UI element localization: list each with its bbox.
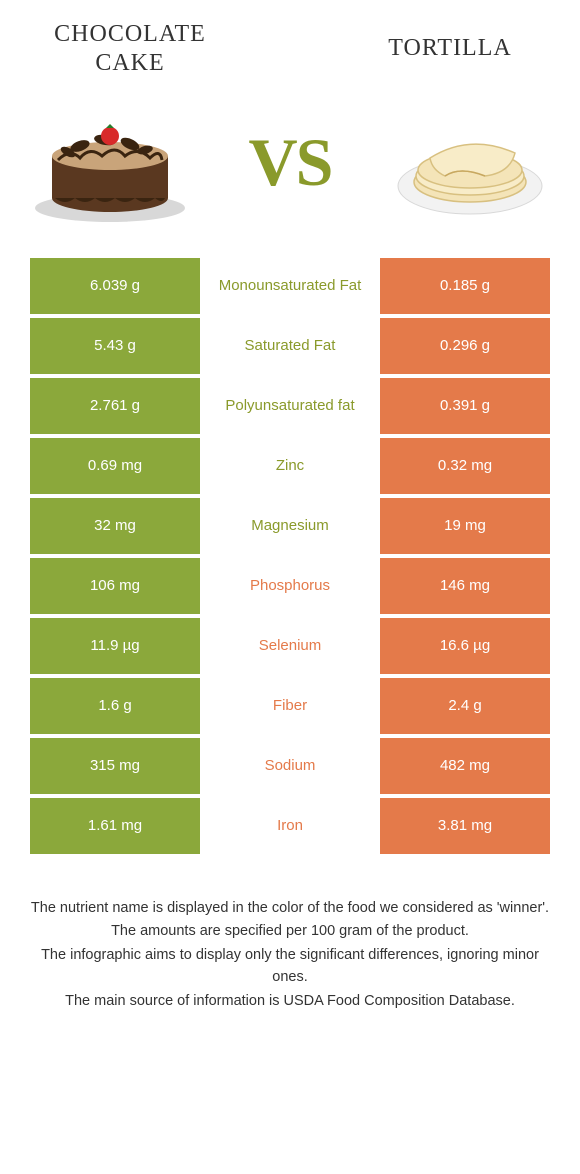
nutrient-table: 6.039 gMonounsaturated Fat0.185 g5.43 gS… bbox=[0, 258, 580, 858]
nutrient-row: 106 mgPhosphorus146 mg bbox=[30, 558, 550, 614]
right-value: 0.391 g bbox=[380, 378, 550, 434]
nutrient-name: Saturated Fat bbox=[200, 318, 380, 374]
footer-line: The infographic aims to display only the… bbox=[30, 945, 550, 989]
nutrient-row: 1.6 gFiber2.4 g bbox=[30, 678, 550, 734]
left-value: 1.61 mg bbox=[30, 798, 200, 854]
nutrient-name: Zinc bbox=[200, 438, 380, 494]
right-value: 2.4 g bbox=[380, 678, 550, 734]
nutrient-name: Iron bbox=[200, 798, 380, 854]
nutrient-name: Selenium bbox=[200, 618, 380, 674]
right-value: 19 mg bbox=[380, 498, 550, 554]
images-row: VS bbox=[0, 88, 580, 258]
right-value: 16.6 µg bbox=[380, 618, 550, 674]
left-value: 32 mg bbox=[30, 498, 200, 554]
right-food-title: Tortilla bbox=[350, 34, 550, 63]
chocolate-cake-icon bbox=[30, 98, 190, 228]
right-value: 482 mg bbox=[380, 738, 550, 794]
vs-label: VS bbox=[249, 123, 332, 202]
nutrient-row: 1.61 mgIron3.81 mg bbox=[30, 798, 550, 854]
nutrient-row: 5.43 gSaturated Fat0.296 g bbox=[30, 318, 550, 374]
footer-line: The main source of information is USDA F… bbox=[30, 991, 550, 1013]
nutrient-name: Fiber bbox=[200, 678, 380, 734]
nutrient-row: 315 mgSodium482 mg bbox=[30, 738, 550, 794]
infographic-container: Chocolate cake Tortilla VS bbox=[0, 0, 580, 1012]
left-value: 0.69 mg bbox=[30, 438, 200, 494]
nutrient-name: Polyunsaturated fat bbox=[200, 378, 380, 434]
nutrient-row: 6.039 gMonounsaturated Fat0.185 g bbox=[30, 258, 550, 314]
nutrient-row: 32 mgMagnesium19 mg bbox=[30, 498, 550, 554]
right-value: 146 mg bbox=[380, 558, 550, 614]
footer-notes: The nutrient name is displayed in the co… bbox=[0, 858, 580, 1013]
left-value: 11.9 µg bbox=[30, 618, 200, 674]
right-value: 0.296 g bbox=[380, 318, 550, 374]
right-value: 3.81 mg bbox=[380, 798, 550, 854]
nutrient-row: 2.761 gPolyunsaturated fat0.391 g bbox=[30, 378, 550, 434]
right-value: 0.32 mg bbox=[380, 438, 550, 494]
nutrient-name: Monounsaturated Fat bbox=[200, 258, 380, 314]
nutrient-row: 11.9 µgSelenium16.6 µg bbox=[30, 618, 550, 674]
left-value: 6.039 g bbox=[30, 258, 200, 314]
right-value: 0.185 g bbox=[380, 258, 550, 314]
left-value: 2.761 g bbox=[30, 378, 200, 434]
left-value: 5.43 g bbox=[30, 318, 200, 374]
nutrient-name: Magnesium bbox=[200, 498, 380, 554]
nutrient-name: Phosphorus bbox=[200, 558, 380, 614]
footer-line: The amounts are specified per 100 gram o… bbox=[30, 921, 550, 943]
nutrient-row: 0.69 mgZinc0.32 mg bbox=[30, 438, 550, 494]
left-value: 106 mg bbox=[30, 558, 200, 614]
left-value: 315 mg bbox=[30, 738, 200, 794]
footer-line: The nutrient name is displayed in the co… bbox=[30, 898, 550, 920]
left-value: 1.6 g bbox=[30, 678, 200, 734]
nutrient-name: Sodium bbox=[200, 738, 380, 794]
tortilla-icon bbox=[390, 98, 550, 228]
left-food-title: Chocolate cake bbox=[30, 20, 230, 78]
header-row: Chocolate cake Tortilla bbox=[0, 0, 580, 88]
